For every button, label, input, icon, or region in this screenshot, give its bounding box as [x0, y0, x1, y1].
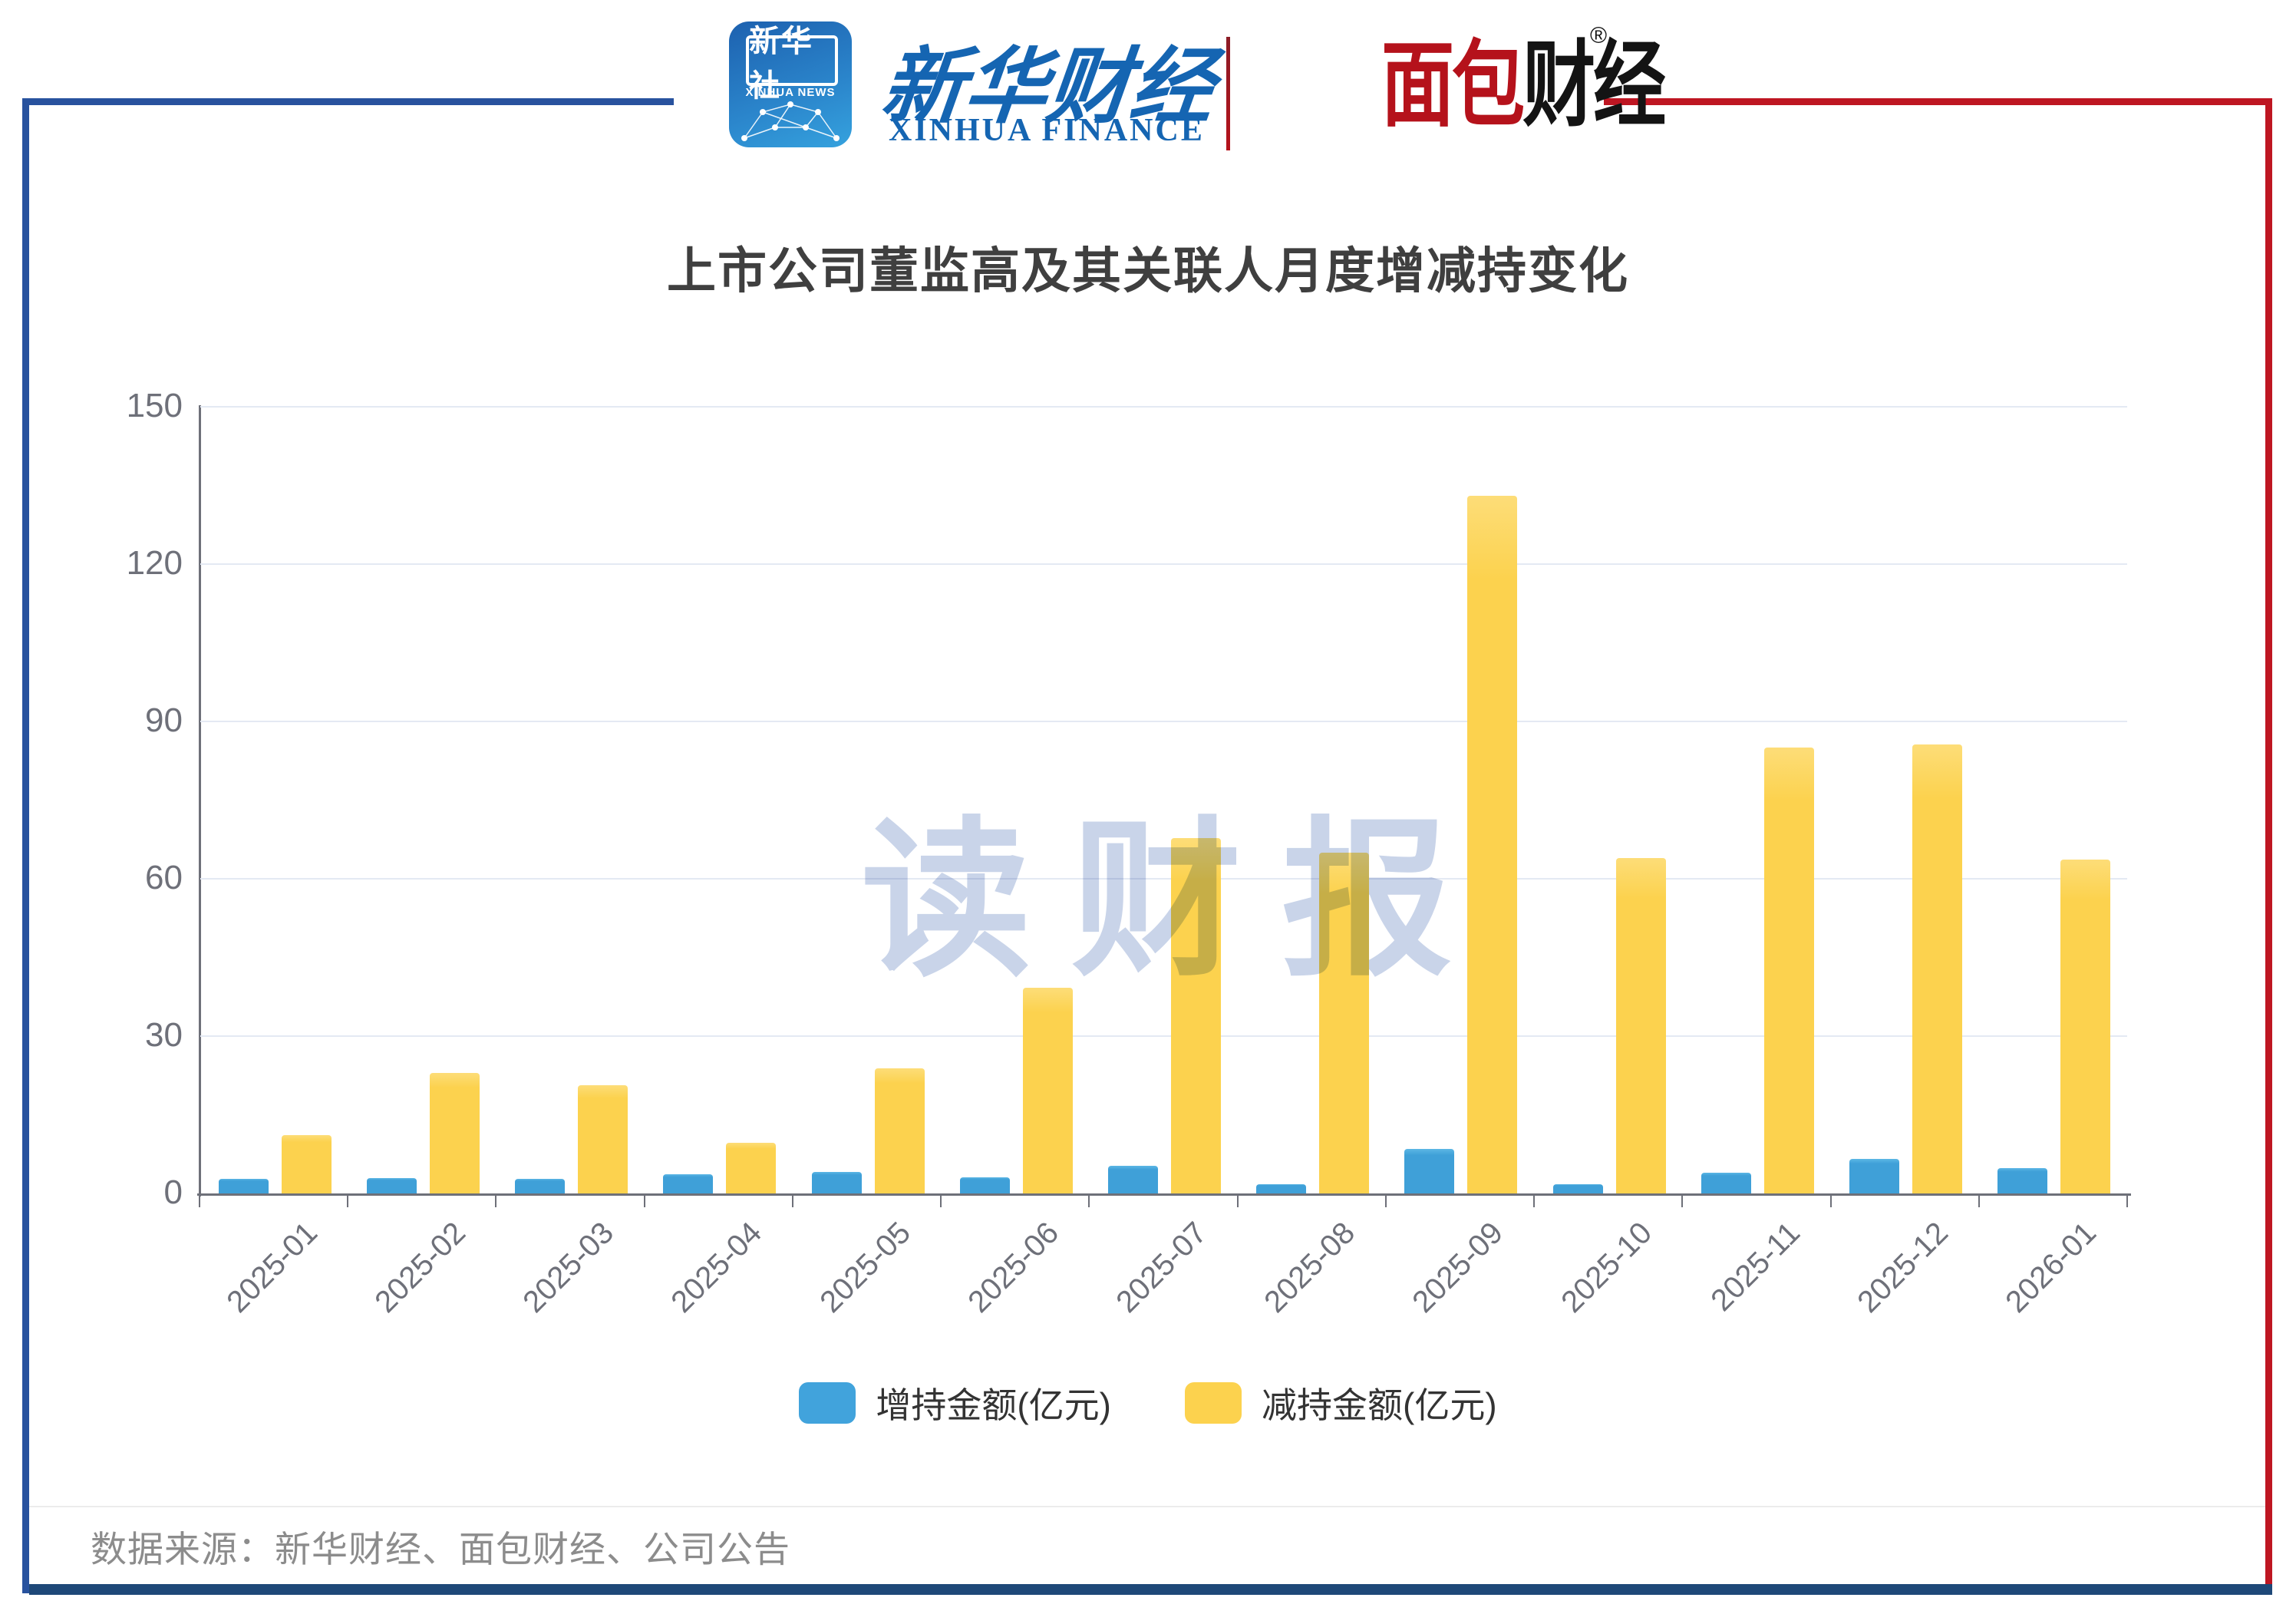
- bread-finance-logo: 面包财经: [1381, 37, 1666, 152]
- bar-decrease-2025-02[interactable]: [430, 1073, 480, 1193]
- bar-increase-2025-04[interactable]: [663, 1174, 713, 1193]
- x-axis-tick: [199, 1196, 200, 1207]
- x-axis-label-2025-06: 2025-06: [961, 1216, 1065, 1319]
- x-axis-label-2026-01: 2026-01: [1999, 1216, 2103, 1319]
- x-axis-label-2025-05: 2025-05: [813, 1216, 917, 1319]
- x-axis-tick: [1829, 1196, 1832, 1207]
- bar-increase-2025-06[interactable]: [960, 1177, 1010, 1193]
- y-axis-label-90: 90: [145, 701, 183, 739]
- bar-decrease-2025-12[interactable]: [1912, 744, 1962, 1193]
- x-axis-label-2025-12: 2025-12: [1851, 1216, 1955, 1319]
- bar-increase-2025-08[interactable]: [1256, 1184, 1306, 1193]
- y-axis-label-120: 120: [126, 544, 183, 582]
- bar-decrease-2025-06[interactable]: [1023, 988, 1073, 1193]
- watermark: 读财报: [861, 806, 1492, 996]
- x-axis-tick: [1978, 1196, 1980, 1207]
- bar-increase-2025-10[interactable]: [1553, 1184, 1603, 1193]
- x-axis-tick: [1533, 1196, 1536, 1207]
- gridline-90: [200, 721, 2127, 722]
- bar-increase-2025-12[interactable]: [1849, 1159, 1899, 1193]
- footer-divider: [29, 1506, 2265, 1507]
- bar-decrease-2025-07[interactable]: [1171, 838, 1221, 1193]
- chart-title: 上市公司董监高及其关联人月度增减持变化: [667, 243, 1629, 299]
- x-axis-tick: [1088, 1196, 1090, 1207]
- xinhua-news-logo-text: 新华社: [746, 25, 838, 103]
- xinhua-finance-logo-cn: 新华财经: [876, 42, 1219, 134]
- x-axis-label-2025-11: 2025-11: [1704, 1216, 1807, 1318]
- x-axis-tick: [643, 1196, 645, 1207]
- bread-finance-logo-part1: 面包: [1381, 33, 1525, 137]
- x-axis-tick: [2126, 1196, 2128, 1207]
- bar-decrease-2025-09[interactable]: [1467, 496, 1517, 1193]
- x-axis-tick: [495, 1196, 497, 1207]
- bar-decrease-2025-10[interactable]: [1616, 858, 1666, 1193]
- xinhua-news-app-icon: 新华社 XINHUA NEWS: [729, 21, 852, 147]
- bar-increase-2025-02[interactable]: [367, 1178, 417, 1193]
- network-globe-icon: [741, 101, 840, 141]
- x-axis-label-2025-07: 2025-07: [1110, 1216, 1214, 1319]
- registered-trademark-mark: ®: [1590, 23, 1608, 48]
- legend-item-increase[interactable]: 增持金额(亿元): [799, 1378, 1111, 1428]
- y-axis-label-0: 0: [163, 1173, 183, 1211]
- xinhua-finance-logo-en: XINHUA FINANCE: [889, 113, 1205, 148]
- x-axis-line: [197, 1193, 2131, 1196]
- x-axis-label-2025-04: 2025-04: [665, 1216, 769, 1319]
- legend-item-decrease[interactable]: 减持金额(亿元): [1185, 1378, 1497, 1428]
- y-axis-label-60: 60: [145, 859, 183, 896]
- bar-increase-2025-01[interactable]: [219, 1179, 269, 1193]
- frame-top-left-line: [22, 98, 674, 105]
- y-axis-label-30: 30: [145, 1016, 183, 1054]
- x-axis-label-2025-03: 2025-03: [516, 1216, 621, 1319]
- x-axis-label-2025-01: 2025-01: [219, 1216, 324, 1319]
- y-axis-line: [199, 405, 201, 1197]
- bar-increase-2025-07[interactable]: [1108, 1166, 1158, 1193]
- gridline-120: [200, 563, 2127, 565]
- bar-decrease-2025-03[interactable]: [578, 1085, 628, 1193]
- bar-decrease-2026-01[interactable]: [2060, 860, 2110, 1193]
- bar-decrease-2025-01[interactable]: [282, 1135, 332, 1193]
- x-axis-tick: [1681, 1196, 1684, 1207]
- bar-increase-2025-11[interactable]: [1701, 1173, 1751, 1193]
- x-axis-tick: [347, 1196, 349, 1207]
- xinhua-news-logo-subtext: XINHUA NEWS: [745, 86, 836, 99]
- x-axis-label-2025-09: 2025-09: [1406, 1216, 1510, 1319]
- data-source-text: 数据来源：新华财经、面包财经、公司公告: [91, 1529, 790, 1570]
- legend: 增持金额(亿元) 减持金额(亿元): [0, 1378, 2296, 1428]
- x-axis-tick: [1384, 1196, 1387, 1207]
- x-axis-label-2025-02: 2025-02: [368, 1216, 472, 1319]
- gridline-60: [200, 878, 2127, 880]
- x-axis-tick: [940, 1196, 942, 1207]
- legend-label-increase: 增持金额(亿元): [876, 1385, 1111, 1425]
- x-axis-label-2025-10: 2025-10: [1554, 1216, 1658, 1319]
- frame-bottom-line: [29, 1584, 2272, 1595]
- bar-increase-2025-05[interactable]: [812, 1172, 862, 1193]
- bar-decrease-2025-04[interactable]: [726, 1143, 776, 1193]
- bar-decrease-2025-05[interactable]: [875, 1068, 925, 1193]
- legend-swatch-increase: [799, 1382, 856, 1424]
- frame-right-line: [2265, 98, 2272, 1593]
- legend-swatch-decrease: [1185, 1382, 1242, 1424]
- gridline-30: [200, 1035, 2127, 1037]
- y-axis-label-150: 150: [126, 387, 183, 424]
- bar-decrease-2025-11[interactable]: [1764, 748, 1814, 1193]
- x-axis-label-2025-08: 2025-08: [1258, 1216, 1362, 1319]
- bread-finance-logo-part2: 财经: [1522, 33, 1666, 137]
- bar-decrease-2025-08[interactable]: [1319, 853, 1369, 1193]
- x-axis-tick: [791, 1196, 793, 1207]
- header-divider: [1226, 37, 1230, 150]
- bar-increase-2026-01[interactable]: [1997, 1168, 2047, 1193]
- legend-label-decrease: 减持金额(亿元): [1262, 1385, 1497, 1425]
- x-axis-tick: [1236, 1196, 1239, 1207]
- gridline-150: [200, 406, 2127, 408]
- bar-increase-2025-03[interactable]: [515, 1179, 565, 1193]
- frame-top-right-line: [1604, 98, 2266, 105]
- frame-left-line: [22, 98, 29, 1593]
- bar-increase-2025-09[interactable]: [1404, 1149, 1454, 1193]
